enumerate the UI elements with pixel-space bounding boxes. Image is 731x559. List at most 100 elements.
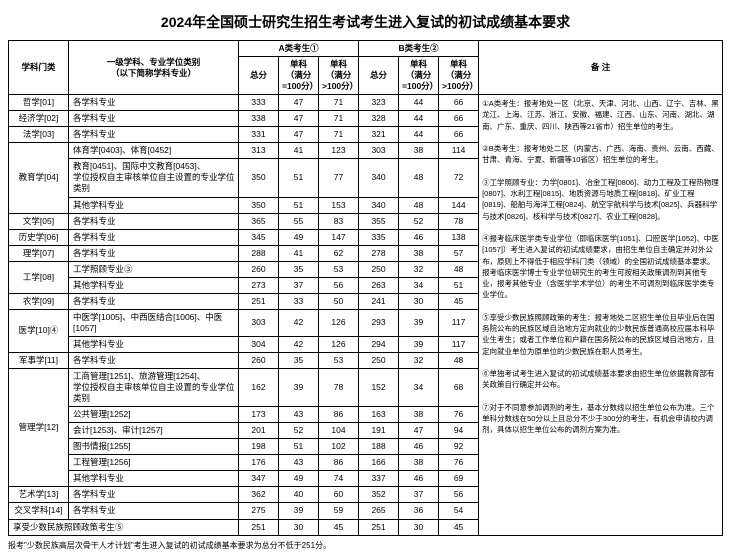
table-cell: 33	[279, 293, 319, 309]
table-cell: 42	[279, 336, 319, 352]
table-cell: 86	[319, 455, 359, 471]
table-cell: 41	[279, 143, 319, 159]
table-row-sub: 各学科专业	[69, 213, 239, 229]
table-cell: 293	[359, 309, 399, 336]
table-row-sub: 各学科专业	[69, 293, 239, 309]
table-cell: 303	[359, 143, 399, 159]
table-cell: 365	[239, 213, 279, 229]
table-cell: 241	[359, 293, 399, 309]
table-cell: 304	[239, 336, 279, 352]
table-cell: 78	[319, 369, 359, 407]
table-row-cat: 工学[08]	[9, 261, 69, 293]
header-s2-b: 单科（满分>100分）	[439, 57, 479, 95]
table-cell: 53	[319, 261, 359, 277]
table-cell: 340	[359, 197, 399, 213]
table-cell: 337	[359, 471, 399, 487]
table-cell: 41	[279, 245, 319, 261]
table-cell: 71	[319, 111, 359, 127]
table-cell: 53	[319, 352, 359, 368]
table-cell: 278	[359, 245, 399, 261]
table-cell: 347	[239, 471, 279, 487]
table-cell: 92	[439, 439, 479, 455]
table-cell: 333	[239, 95, 279, 111]
table-cell: 66	[439, 111, 479, 127]
table-cell: 260	[239, 261, 279, 277]
table-row-sub: 公共管理[1252]	[69, 407, 239, 423]
table-cell: 45	[319, 519, 359, 535]
table-cell: 126	[319, 336, 359, 352]
table-cell: 123	[319, 143, 359, 159]
table-cell: 45	[439, 293, 479, 309]
notes-cell: ①A类考生：报考地处一区（北京、天津、河北、山西、辽宁、吉林、黑龙江、上海、江苏…	[479, 95, 723, 535]
page-title: 2024年全国硕士研究生招生考试考生进入复试的初试成绩基本要求	[8, 12, 723, 32]
table-cell: 328	[359, 111, 399, 127]
table-row-cat: 哲学[01]	[9, 95, 69, 111]
table-cell: 46	[399, 229, 439, 245]
header-notes: 备 注	[479, 41, 723, 95]
table-cell: 201	[239, 423, 279, 439]
table-cell: 191	[359, 423, 399, 439]
table-cell: 163	[359, 407, 399, 423]
table-cell: 340	[359, 159, 399, 197]
table-cell: 37	[279, 277, 319, 293]
table-cell: 321	[359, 127, 399, 143]
table-cell: 34	[399, 277, 439, 293]
table-cell: 56	[439, 487, 479, 503]
table-cell: 48	[399, 197, 439, 213]
header-group-b: B类考生②	[359, 41, 479, 57]
table-cell: 39	[279, 503, 319, 519]
table-row-sub: 会计[1253]、审计[1257]	[69, 423, 239, 439]
table-cell: 66	[439, 127, 479, 143]
table-cell: 54	[439, 503, 479, 519]
table-row-cat: 军事学[11]	[9, 352, 69, 368]
table-cell: 147	[319, 229, 359, 245]
table-cell: 102	[319, 439, 359, 455]
table-row-cat: 理学[07]	[9, 245, 69, 261]
table-cell: 35	[279, 352, 319, 368]
table-cell: 251	[359, 519, 399, 535]
table-cell: 49	[279, 229, 319, 245]
table-row-cat: 医学[10]④	[9, 309, 69, 352]
table-cell: 52	[399, 213, 439, 229]
table-cell: 37	[399, 487, 439, 503]
table-cell: 335	[359, 229, 399, 245]
table-cell: 72	[439, 159, 479, 197]
table-cell: 36	[399, 503, 439, 519]
table-row-sub: 各学科专业	[69, 352, 239, 368]
header-s1-a: 单科（满分=100分）	[279, 57, 319, 95]
table-cell: 69	[439, 471, 479, 487]
table-cell: 51	[439, 277, 479, 293]
table-cell: 77	[319, 159, 359, 197]
table-row-cat: 享受少数民族照顾政策考生⑤	[9, 519, 239, 535]
table-cell: 144	[439, 197, 479, 213]
table-cell: 34	[399, 369, 439, 407]
table-cell: 345	[239, 229, 279, 245]
table-row-cat: 艺术学[13]	[9, 487, 69, 503]
table-row-sub: 各学科专业	[69, 95, 239, 111]
table-cell: 30	[399, 293, 439, 309]
table-cell: 126	[319, 309, 359, 336]
table-cell: 275	[239, 503, 279, 519]
table-row-sub: 其他学科专业	[69, 471, 239, 487]
table-cell: 52	[279, 423, 319, 439]
header-subject: 一级学科、专业学位类别（以下简称学科专业）	[69, 41, 239, 95]
table-cell: 62	[319, 245, 359, 261]
table-cell: 32	[399, 261, 439, 277]
table-cell: 152	[359, 369, 399, 407]
table-row-sub: 各学科专业	[69, 245, 239, 261]
table-cell: 355	[359, 213, 399, 229]
table-cell: 56	[319, 277, 359, 293]
table-cell: 83	[319, 213, 359, 229]
table-cell: 50	[319, 293, 359, 309]
table-row-cat: 农学[09]	[9, 293, 69, 309]
table-cell: 94	[439, 423, 479, 439]
table-cell: 251	[239, 519, 279, 535]
table-cell: 55	[279, 213, 319, 229]
table-cell: 45	[439, 519, 479, 535]
table-row-cat: 交叉学科[14]	[9, 503, 69, 519]
table-cell: 71	[319, 127, 359, 143]
table-cell: 32	[399, 352, 439, 368]
table-row-cat: 法学[03]	[9, 127, 69, 143]
table-cell: 57	[439, 245, 479, 261]
table-cell: 166	[359, 455, 399, 471]
